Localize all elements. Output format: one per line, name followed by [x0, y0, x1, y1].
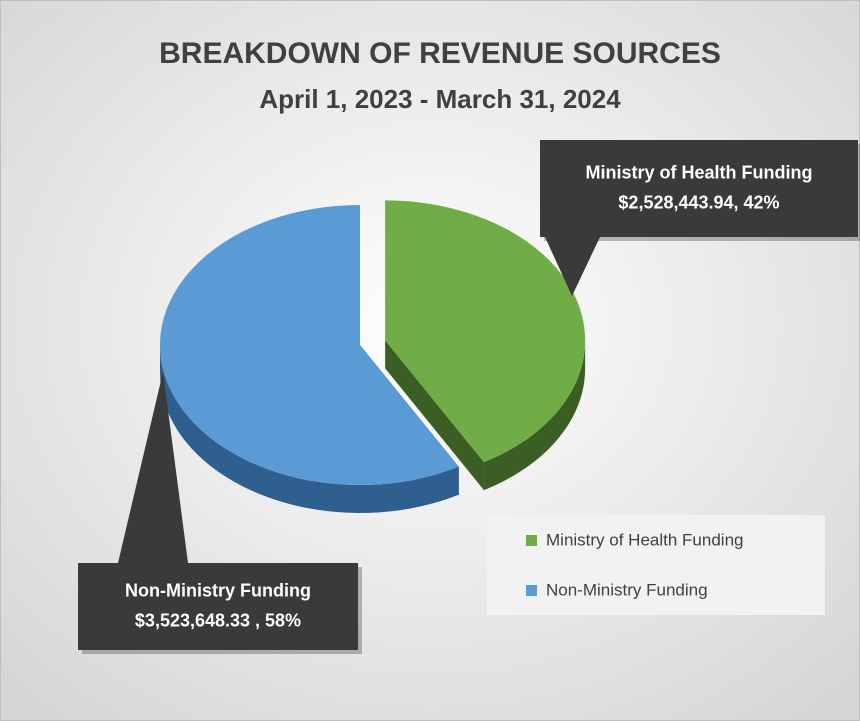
chart-subtitle: April 1, 2023 - March 31, 2024 — [259, 84, 621, 114]
data-label-box — [540, 140, 858, 237]
data-label-pointer — [545, 237, 600, 296]
data-label-category: Ministry of Health Funding — [586, 162, 813, 182]
legend-label: Ministry of Health Funding — [546, 530, 743, 549]
legend: Ministry of Health Funding Non-Ministry F… — [487, 515, 825, 615]
chart-title: BREAKDOWN OF REVENUE SOURCES — [159, 37, 721, 70]
slice-side-band — [483, 340, 586, 491]
slice-side-band — [160, 345, 459, 513]
legend-box — [487, 515, 825, 615]
legend-swatch — [526, 585, 537, 596]
data-label-pointer — [118, 372, 188, 563]
data-label: Non-Ministry Funding $3,523,648.33 , 58% — [78, 372, 362, 654]
slice — [159, 205, 459, 486]
legend-label: Non-Ministry Funding — [546, 580, 708, 599]
data-label-box — [78, 563, 358, 650]
data-label-value: $2,528,443.94, 42% — [618, 192, 779, 212]
slice-side — [385, 340, 586, 491]
slice-side-cut — [385, 340, 484, 491]
legend-swatch — [526, 535, 537, 546]
data-label: Ministry of Health Funding $2,528,443.94,… — [540, 140, 860, 296]
data-label-value: $3,523,648.33 , 58% — [135, 610, 301, 630]
data-labels: Ministry of Health Funding $2,528,443.94,… — [78, 140, 860, 654]
pie — [159, 200, 586, 513]
slice — [385, 200, 586, 463]
data-label-category: Non-Ministry Funding — [125, 580, 311, 600]
